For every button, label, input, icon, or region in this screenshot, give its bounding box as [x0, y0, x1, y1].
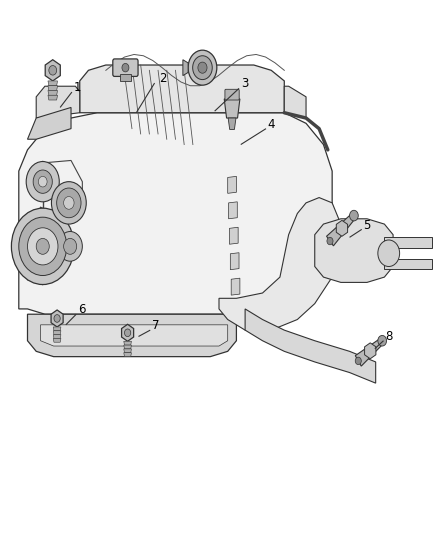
- Polygon shape: [228, 176, 237, 193]
- Text: 1: 1: [74, 81, 81, 94]
- Polygon shape: [36, 86, 80, 118]
- Polygon shape: [28, 108, 71, 139]
- Text: 6: 6: [78, 303, 86, 317]
- Polygon shape: [230, 253, 239, 270]
- Polygon shape: [124, 345, 131, 349]
- FancyBboxPatch shape: [113, 59, 138, 76]
- Polygon shape: [355, 338, 384, 366]
- Polygon shape: [219, 198, 341, 330]
- Polygon shape: [124, 353, 131, 357]
- Polygon shape: [385, 259, 432, 269]
- Polygon shape: [53, 335, 61, 338]
- Circle shape: [26, 161, 59, 202]
- Circle shape: [51, 182, 86, 224]
- Polygon shape: [48, 91, 57, 95]
- Polygon shape: [45, 60, 60, 81]
- FancyBboxPatch shape: [225, 90, 239, 100]
- Circle shape: [64, 197, 74, 209]
- Circle shape: [57, 188, 81, 217]
- Circle shape: [54, 314, 60, 322]
- Circle shape: [198, 62, 207, 73]
- Circle shape: [49, 66, 57, 75]
- Polygon shape: [28, 314, 237, 357]
- Polygon shape: [224, 99, 240, 118]
- Polygon shape: [315, 219, 393, 282]
- Polygon shape: [122, 324, 134, 341]
- Polygon shape: [228, 118, 236, 130]
- Circle shape: [19, 217, 67, 276]
- Circle shape: [124, 329, 131, 337]
- Circle shape: [39, 176, 47, 187]
- Polygon shape: [336, 220, 348, 236]
- Text: 5: 5: [363, 219, 371, 232]
- Polygon shape: [183, 60, 188, 76]
- Polygon shape: [364, 343, 376, 359]
- Text: 4: 4: [268, 118, 275, 131]
- Text: 3: 3: [241, 77, 249, 90]
- Text: 2: 2: [159, 72, 166, 85]
- Polygon shape: [51, 310, 63, 327]
- Polygon shape: [229, 202, 237, 219]
- Text: 8: 8: [385, 330, 392, 343]
- Polygon shape: [385, 237, 432, 248]
- Circle shape: [355, 357, 361, 365]
- Circle shape: [378, 335, 387, 346]
- Circle shape: [64, 238, 77, 254]
- Circle shape: [36, 238, 49, 254]
- Circle shape: [378, 240, 399, 266]
- Polygon shape: [327, 213, 356, 246]
- Polygon shape: [124, 341, 131, 345]
- Circle shape: [122, 63, 129, 72]
- Polygon shape: [53, 338, 61, 342]
- Polygon shape: [230, 227, 238, 244]
- Circle shape: [11, 208, 74, 285]
- Polygon shape: [53, 327, 61, 331]
- Circle shape: [327, 237, 333, 245]
- Polygon shape: [231, 278, 240, 295]
- Polygon shape: [19, 113, 332, 314]
- Polygon shape: [53, 331, 61, 335]
- Polygon shape: [80, 65, 284, 113]
- Circle shape: [188, 50, 217, 85]
- Polygon shape: [245, 309, 376, 383]
- Circle shape: [58, 231, 82, 261]
- FancyBboxPatch shape: [120, 74, 131, 80]
- Polygon shape: [41, 325, 228, 346]
- Text: 7: 7: [152, 319, 159, 333]
- Circle shape: [28, 228, 58, 265]
- Polygon shape: [48, 86, 57, 91]
- Polygon shape: [48, 95, 57, 100]
- Circle shape: [193, 56, 212, 79]
- Polygon shape: [284, 86, 306, 118]
- Polygon shape: [48, 81, 57, 86]
- Polygon shape: [124, 349, 131, 353]
- Circle shape: [33, 170, 52, 193]
- Circle shape: [350, 211, 358, 221]
